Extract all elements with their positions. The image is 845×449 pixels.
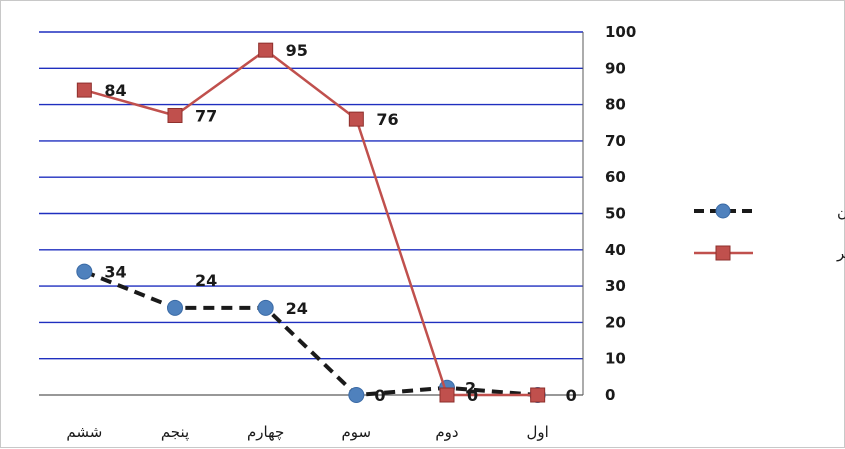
data-point-square	[348, 111, 364, 127]
data-point-square	[167, 107, 183, 123]
data-point-square	[530, 387, 546, 403]
y-tick-label: 60	[605, 168, 626, 186]
data-point-square	[258, 42, 274, 58]
data-label: 76	[376, 110, 398, 129]
data-label: 0	[566, 386, 577, 405]
y-tick-label: 70	[605, 132, 626, 150]
data-label: 84	[104, 81, 126, 100]
gridlines	[39, 31, 584, 396]
data-point-circle	[167, 299, 183, 316]
data-point-circle	[76, 263, 93, 280]
data-label: 0	[467, 386, 478, 405]
y-axis-ticks: 0 10 20 30 40 50 60 70 80 90 100	[605, 23, 636, 404]
y-tick-label: 30	[605, 277, 626, 295]
data-point-circle	[257, 299, 274, 316]
data-point-square	[439, 387, 455, 403]
legend-marker-circle	[715, 203, 731, 219]
data-label: 95	[286, 41, 308, 60]
y-tick-label: 80	[605, 96, 626, 114]
series-contemporary-poetry	[76, 42, 546, 403]
data-point-circle	[348, 387, 365, 403]
y-tick-label: 0	[605, 386, 615, 404]
legend-marker-square	[715, 245, 731, 261]
x-axis-ticks: ششم پنجم چهارم سوم دوم اول	[66, 423, 548, 442]
data-label: 77	[195, 106, 217, 125]
data-label: 2	[465, 379, 476, 398]
series-line	[83, 269, 538, 397]
y-tick-label: 100	[605, 23, 636, 41]
x-tick-label: سوم	[342, 423, 372, 441]
x-tick-label: ششم	[66, 423, 102, 441]
data-label: 24	[286, 299, 308, 318]
legend: شعرکهن شعرمعاصر	[694, 202, 845, 262]
data-label: 0	[374, 386, 385, 405]
data-label: 34	[104, 263, 126, 282]
y-tick-label: 40	[605, 241, 626, 259]
x-tick-label: پنجم	[161, 423, 189, 442]
data-point-square	[76, 82, 92, 98]
series-line	[83, 48, 538, 397]
y-tick-label: 10	[605, 350, 626, 368]
y-tick-label: 50	[605, 205, 626, 223]
x-tick-label: اول	[527, 423, 549, 441]
data-label: 24	[195, 271, 217, 290]
x-tick-label: چهارم	[247, 423, 284, 441]
y-tick-label: 90	[605, 59, 626, 77]
x-tick-label: دوم	[435, 423, 458, 441]
y-tick-label: 20	[605, 313, 626, 331]
legend-entry: شعرمعاصر	[836, 244, 845, 262]
legend-entry: شعرکهن	[837, 202, 845, 220]
